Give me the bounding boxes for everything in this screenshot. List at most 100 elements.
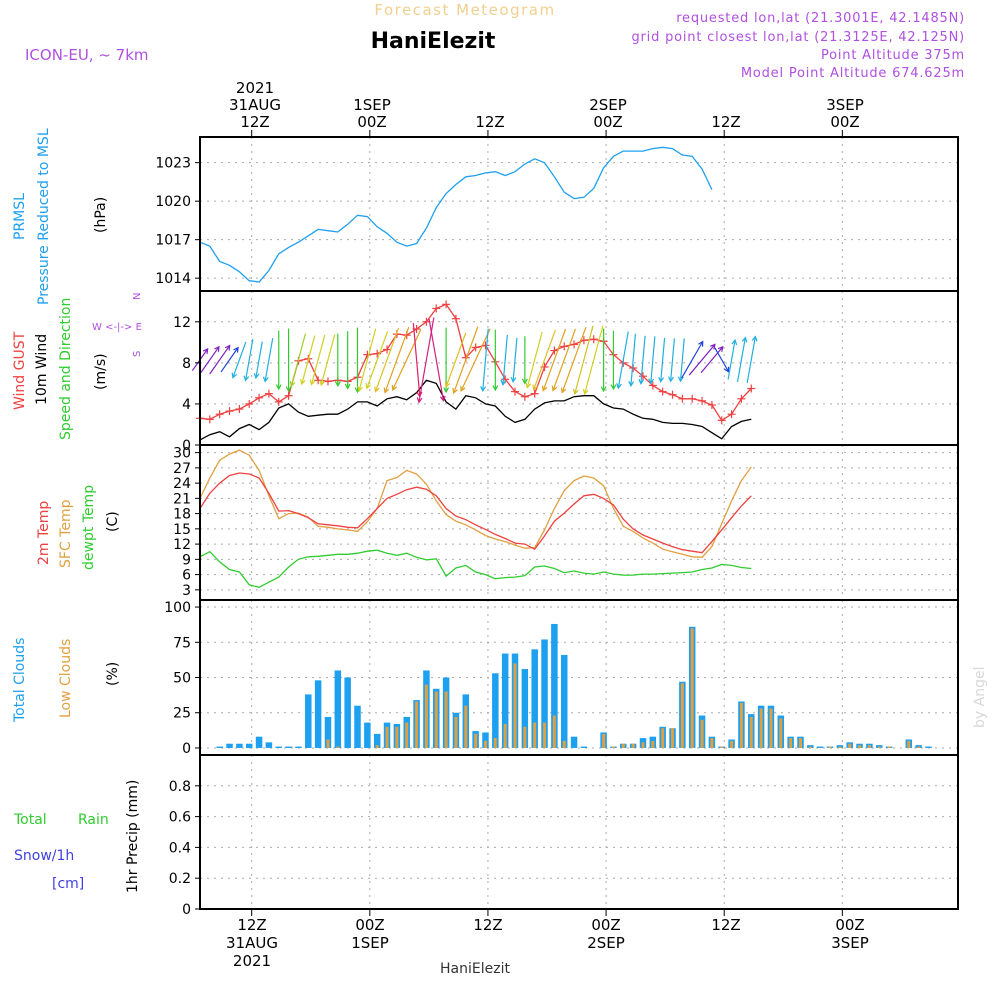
snow-unit-label: [cm]	[52, 876, 84, 892]
low-cloud-bar	[671, 728, 675, 748]
total-cloud-bar	[364, 722, 371, 748]
total-cloud-bar	[521, 669, 529, 748]
low-cloud-bar	[523, 726, 527, 748]
total-cloud-bar	[226, 743, 233, 748]
low-cloud-bar	[474, 733, 478, 748]
bottom-date-5: 3SEP	[831, 934, 869, 952]
wind-arrow	[482, 328, 489, 391]
low-cloud-bar	[877, 746, 881, 748]
y-tick-label: 9	[182, 552, 191, 568]
total-cloud-bar	[285, 746, 292, 748]
clouds-unit: (%)	[105, 662, 121, 686]
total-cloud-bar	[560, 654, 568, 748]
low-cloud-bar	[858, 745, 862, 748]
wind-arrow-head	[243, 375, 250, 382]
header-title: Forecast Meteogram	[374, 1, 555, 19]
wind-arrow	[200, 346, 220, 374]
y-tick-label: 100	[164, 600, 191, 616]
temp-unit: (C)	[105, 511, 121, 532]
wind-arrow-head	[439, 395, 446, 402]
wind-arrow-head	[391, 384, 398, 392]
station-title: HaniElezit	[371, 29, 496, 54]
low-cloud-bar	[631, 743, 635, 748]
y-tick-label: 0.2	[169, 871, 191, 887]
low-cloud-bar	[867, 745, 871, 748]
total-cloud-bar	[836, 745, 844, 748]
low-cloud-bar	[375, 745, 379, 748]
wind-arrow	[412, 323, 421, 397]
wind-arrow	[310, 334, 326, 385]
wind-arrow	[244, 339, 254, 381]
wind-arrow-head	[444, 381, 451, 388]
low-cloud-bar	[907, 740, 911, 748]
wind-arrow-head	[231, 372, 238, 379]
wind-arrow	[630, 333, 637, 386]
pressure-labels: PRMSL Pressure Reduced to MSL (hPa)	[12, 128, 109, 305]
low-cloud-bar	[769, 708, 773, 748]
wind-arrow-head	[357, 385, 363, 393]
wind-arrow	[640, 335, 646, 384]
wind-arrow	[453, 326, 479, 394]
y-tick-label: 0.8	[169, 779, 191, 795]
top-year: 2021	[236, 79, 274, 97]
wind-arrow-head	[300, 378, 306, 386]
wind-arrow	[445, 332, 467, 387]
wind-gust-label: Wind GUST	[12, 331, 28, 410]
wind-arrow-head	[648, 378, 655, 385]
wind-arrow	[358, 328, 377, 392]
wind-arrow-head	[309, 379, 316, 386]
wind-arrow-head	[724, 366, 730, 373]
wind-arrow	[714, 347, 730, 373]
total-cloud-bar	[531, 649, 538, 748]
wind-arrow	[660, 337, 666, 382]
wind-arrow	[574, 325, 594, 395]
wind-arrow-head	[638, 378, 645, 385]
y-tick-label: 18	[173, 507, 191, 523]
temp-2m-label: 2m Temp	[36, 501, 52, 565]
y-tick-label: 4	[182, 397, 191, 413]
y-tick-label: 1017	[155, 233, 191, 249]
total-cloud-bar	[551, 623, 558, 748]
low-cloud-bar	[543, 722, 547, 748]
wind-arrow-head	[275, 384, 282, 391]
low-cloud-bar	[730, 740, 734, 748]
wind-arrow-head	[525, 382, 532, 389]
wind-arrow-head	[668, 376, 674, 383]
total-cloud-bar	[580, 746, 588, 748]
wind-arrow-head	[500, 379, 507, 387]
wind-arrow-head	[460, 385, 466, 392]
y-tick-label: 0.6	[169, 810, 191, 826]
wind-arrow-head	[233, 346, 239, 353]
y-tick-label: 12	[173, 537, 191, 553]
wind-arrow-head	[698, 340, 704, 347]
axis-layer: 1014101710201023048123691215182124273002…	[155, 130, 959, 918]
wind-arrow	[502, 334, 508, 385]
top-time-5: 00Z	[830, 113, 859, 131]
precip-rain-label: Rain	[78, 812, 109, 828]
wind-arrow-head	[628, 380, 635, 388]
wind-unit: (m/s)	[93, 353, 109, 390]
sfc-temp-line	[199, 449, 752, 558]
wind-arrow-head	[443, 387, 450, 394]
low-cloud-bar	[415, 701, 419, 748]
total-cloud-bar	[925, 746, 932, 748]
low-cloud-bar	[562, 740, 566, 748]
low-cloud-bar	[533, 722, 537, 748]
low-cloud-bar	[749, 716, 753, 748]
total-cloud-bar	[295, 746, 302, 748]
dewpt-line	[199, 549, 752, 588]
low-cloud-bar	[690, 628, 694, 748]
wind-arrow-head	[560, 387, 567, 394]
wind-arrow-head	[344, 383, 351, 390]
low-cloud-bar	[552, 715, 556, 748]
total-cloud-bar	[915, 745, 922, 748]
wind-arrow	[679, 338, 685, 382]
low-cloud-bar	[602, 733, 606, 748]
total-cloud-bar	[344, 677, 351, 748]
top-time-1: 00Z	[357, 113, 386, 131]
y-tick-label: 25	[173, 706, 191, 722]
wind-arrow-head	[610, 384, 617, 391]
temp-labels: 2m Temp SFC Temp dewpt Temp (C)	[36, 485, 121, 570]
y-tick-label: 8	[182, 356, 191, 372]
compass-n: N	[132, 293, 143, 300]
